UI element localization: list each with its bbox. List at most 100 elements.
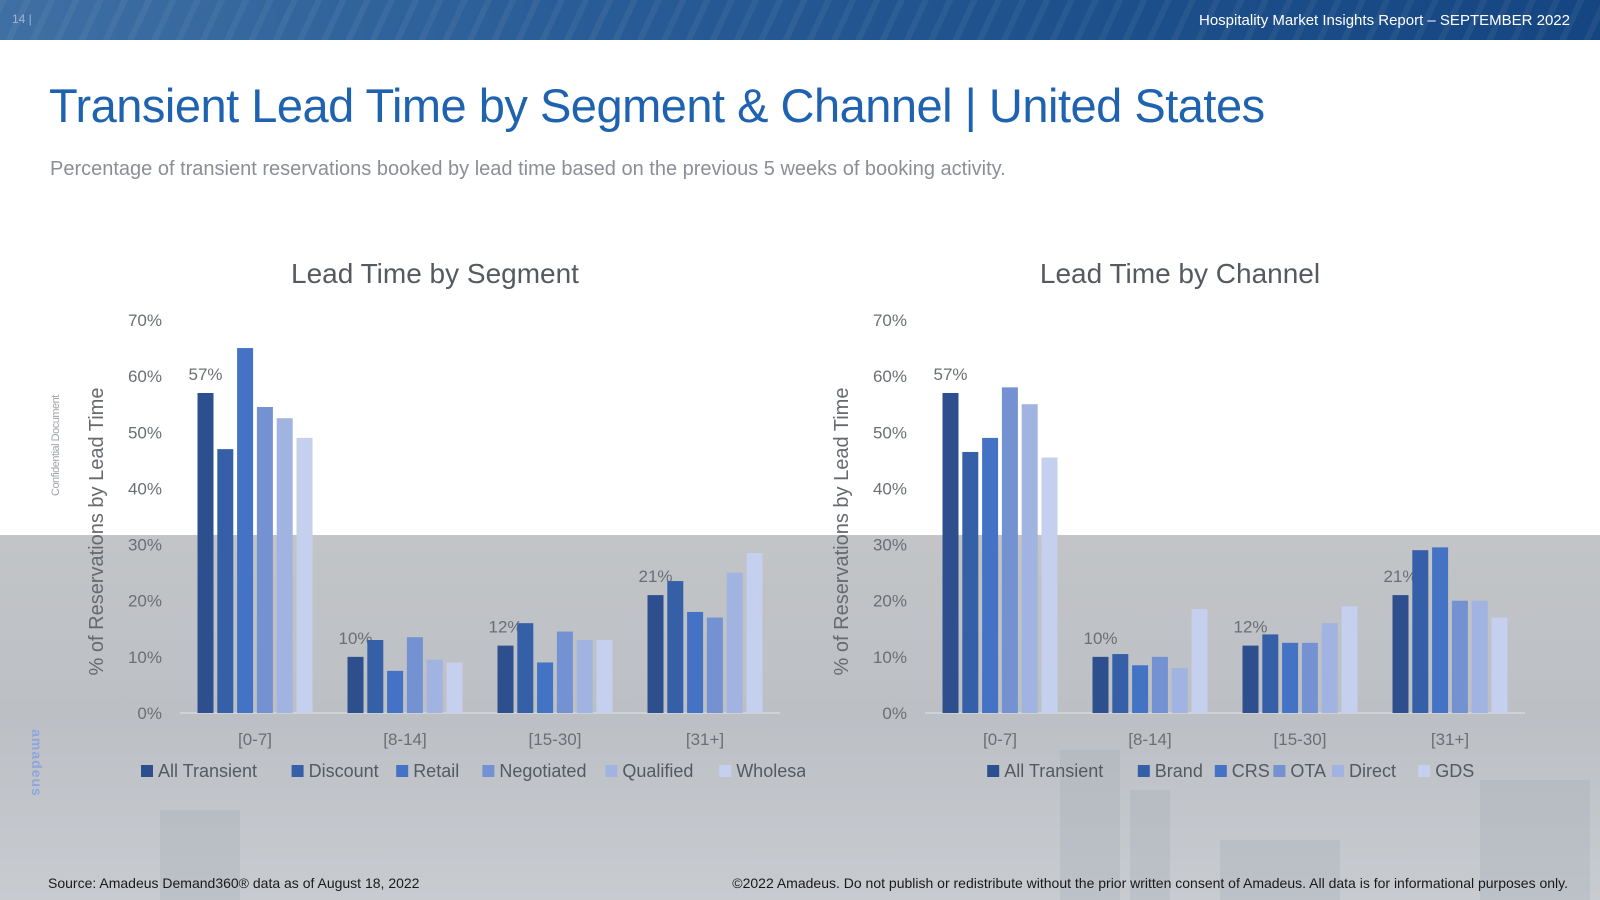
bar-discount: [517, 623, 534, 713]
bar-wholesale: [746, 552, 763, 713]
x-tick-label: [31+]: [1431, 730, 1469, 749]
header-pattern: [0, 0, 1600, 40]
legend-label: GDS: [1435, 761, 1474, 781]
lead-time-by-segment-chart: Lead Time by Segment 0% 10% 20% 30% 40% 50% 60%…: [86, 258, 805, 781]
bar-all-transient: [1392, 595, 1409, 713]
building-shape: [1130, 790, 1170, 900]
bar-crs: [1132, 665, 1149, 713]
y-tick-label: 40%: [873, 479, 907, 498]
amadeus-logo: amadeus: [29, 729, 45, 797]
x-tick-label: [8-14]: [383, 730, 426, 749]
legend-swatch: [719, 765, 732, 777]
bar-retail: [537, 662, 554, 713]
legend-swatch: [1273, 765, 1286, 777]
x-tick-label: [15-30]: [1274, 730, 1327, 749]
legend-swatch: [1418, 765, 1431, 777]
y-tick-label: 30%: [873, 536, 907, 555]
bar-all-transient: [347, 656, 364, 713]
bar-negotiated: [556, 631, 573, 713]
x-tick-label: [0-7]: [238, 730, 272, 749]
bar-ota: [1451, 600, 1468, 713]
bar-brand: [1112, 654, 1129, 713]
y-tick-label: 60%: [873, 367, 907, 386]
y-tick-label: 0%: [882, 704, 907, 723]
legend-label: OTA: [1290, 761, 1326, 781]
bar-retail: [237, 348, 254, 713]
legend-swatch: [482, 765, 495, 777]
data-label: 57%: [188, 365, 222, 384]
y-tick-label: 60%: [128, 367, 162, 386]
y-tick-label: 10%: [128, 648, 162, 667]
copyright-note: ©2022 Amadeus. Do not publish or redistr…: [732, 875, 1568, 891]
building-shape: [1220, 840, 1340, 900]
header-bar: 14 | Hospitality Market Insights Report …: [0, 0, 1600, 40]
legend-label: All Transient: [158, 761, 257, 781]
y-tick-label: 70%: [873, 311, 907, 330]
building-shape: [1060, 750, 1120, 900]
bar-qualified: [576, 640, 593, 713]
y-tick-label: 40%: [128, 479, 162, 498]
bar-wholesale: [296, 437, 313, 713]
data-label: 21%: [638, 567, 672, 586]
y-axis-label: % of Reservations by Lead Time: [86, 388, 108, 676]
lead-time-by-channel-chart: Lead Time by Channel 0% 10% 20% 30% 40% 50% 60%…: [831, 258, 1525, 781]
bar-direct: [1171, 668, 1188, 713]
bar-all-transient: [497, 645, 514, 713]
bar-direct: [1321, 623, 1338, 713]
legend-swatch: [1137, 765, 1150, 777]
bar-direct: [1021, 404, 1038, 713]
bar-wholesale: [596, 640, 613, 713]
legend-swatch: [605, 765, 618, 777]
legend-label: Discount: [309, 761, 379, 781]
legend-label: All Transient: [1004, 761, 1103, 781]
data-label: 12%: [1233, 618, 1267, 637]
legend-label: Negotiated: [499, 761, 586, 781]
bar-brand: [1412, 550, 1429, 713]
bar-all-transient: [1242, 645, 1259, 713]
y-tick-label: 70%: [128, 311, 162, 330]
chart-title: Lead Time by Channel: [1040, 258, 1320, 289]
report-title: Hospitality Market Insights Report – SEP…: [1199, 12, 1570, 29]
y-tick-label: 30%: [128, 536, 162, 555]
legend-swatch: [291, 765, 304, 777]
page-subtitle: Percentage of transient reservations boo…: [50, 158, 1006, 180]
bar-ota: [1151, 656, 1168, 713]
bar-gds: [1191, 609, 1208, 713]
x-tick-label: [15-30]: [529, 730, 582, 749]
bar-retail: [687, 611, 704, 713]
legend-label: CRS: [1232, 761, 1270, 781]
source-note: Source: Amadeus Demand360® data as of Au…: [48, 875, 420, 891]
building-shape: [160, 810, 240, 900]
x-tick-label: [31+]: [686, 730, 724, 749]
x-tick-label: [8-14]: [1128, 730, 1171, 749]
bar-negotiated: [256, 407, 273, 713]
bar-all-transient: [197, 392, 214, 713]
bar-brand: [962, 451, 979, 713]
bar-negotiated: [406, 637, 423, 713]
page-number: 14 |: [12, 12, 32, 26]
bar-brand: [1262, 634, 1279, 713]
bar-ota: [1301, 642, 1318, 713]
data-label: 21%: [1383, 567, 1417, 586]
bar-all-transient: [1092, 656, 1109, 713]
bar-qualified: [426, 659, 443, 713]
bar-discount: [667, 581, 684, 713]
x-tick-label: [0-7]: [983, 730, 1017, 749]
data-label: 12%: [488, 618, 522, 637]
y-tick-label: 20%: [128, 592, 162, 611]
y-axis-label: % of Reservations by Lead Time: [831, 388, 853, 676]
bar-wholesale: [446, 662, 463, 713]
page-title: Transient Lead Time by Segment & Channel…: [49, 79, 1265, 132]
bar-gds: [1041, 457, 1058, 713]
bar-ota: [1001, 387, 1018, 713]
y-tick-label: 20%: [873, 592, 907, 611]
data-label: 57%: [933, 365, 967, 384]
legend-swatch: [987, 765, 1000, 777]
legend-swatch: [1332, 765, 1344, 777]
y-tick-label: 10%: [873, 648, 907, 667]
bar-crs: [1282, 642, 1299, 713]
bar-crs: [1432, 547, 1449, 713]
data-label: 10%: [338, 629, 372, 648]
y-tick-label: 50%: [128, 423, 162, 442]
bar-gds: [1491, 617, 1508, 713]
